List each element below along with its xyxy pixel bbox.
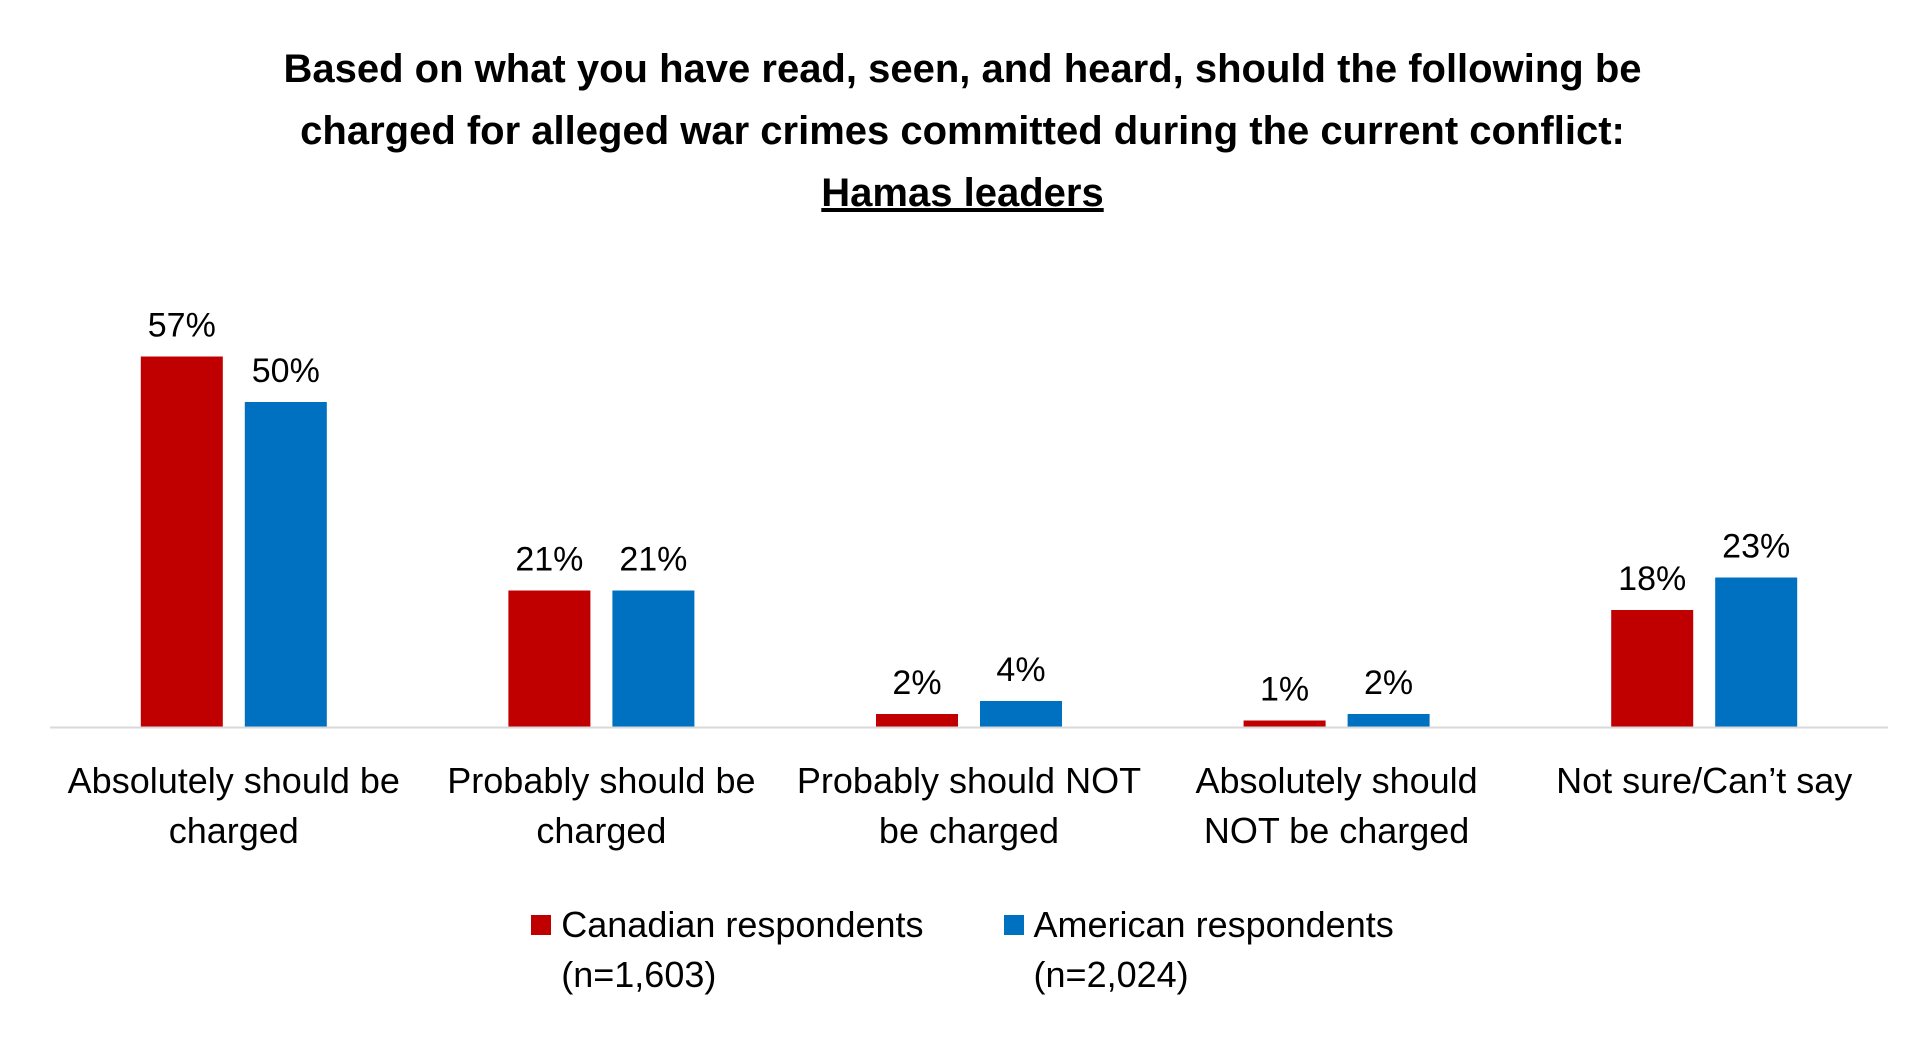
bar-american-1 — [612, 590, 695, 727]
category-label-2-line-0: Probably should NOT — [797, 760, 1141, 801]
category-label-1-line-0: Probably should be — [447, 760, 755, 801]
bar-canadian-0 — [140, 356, 223, 727]
legend-label-canadian: Canadian respondents — [561, 904, 924, 945]
category-label-0-line-0: Absolutely should be — [68, 760, 400, 801]
data-label-canadian-2: 2% — [892, 664, 941, 702]
legend-item-canadian: Canadian respondents (n=1,603) — [531, 900, 924, 1000]
data-label-american-4: 23% — [1722, 528, 1790, 566]
chart-subtitle: Hamas leaders — [821, 171, 1104, 215]
legend-sample-canadian: (n=1,603) — [561, 954, 717, 995]
data-label-american-0: 50% — [252, 352, 320, 390]
chart-title-line-2: charged for alleged war crimes committed… — [300, 109, 1625, 153]
category-label-3-line-1: NOT be charged — [1204, 810, 1469, 851]
category-label-1-line-1: charged — [536, 810, 666, 851]
bar-american-4 — [1715, 577, 1798, 727]
bar-canadian-4 — [1611, 610, 1694, 727]
bar-canadian-1 — [508, 590, 591, 727]
category-label-3-line-0: Absolutely should — [1196, 760, 1478, 801]
chart-legend: Canadian respondents (n=1,603) American … — [0, 900, 1925, 1000]
legend-item-american: American respondents (n=2,024) — [1003, 900, 1394, 1000]
bar-canadian-3 — [1243, 720, 1326, 727]
bar-american-0 — [244, 402, 327, 727]
category-label-0-line-1: charged — [169, 810, 299, 851]
data-label-american-1: 21% — [619, 541, 687, 579]
data-label-american-2: 4% — [996, 651, 1045, 689]
data-label-canadian-3: 1% — [1260, 671, 1309, 709]
data-label-american-3: 2% — [1364, 664, 1413, 702]
chart-title: Based on what you have read, seen, and h… — [0, 38, 1925, 224]
bar-american-3 — [1347, 714, 1430, 727]
legend-label-american: American respondents — [1033, 904, 1394, 945]
category-label-4-line-0: Not sure/Can’t say — [1556, 760, 1852, 801]
data-label-canadian-0: 57% — [148, 307, 216, 345]
data-label-canadian-1: 21% — [515, 541, 583, 579]
chart-title-line-1: Based on what you have read, seen, and h… — [283, 47, 1642, 91]
data-label-canadian-4: 18% — [1618, 560, 1686, 598]
category-label-2-line-1: be charged — [879, 810, 1059, 851]
legend-swatch-canadian — [531, 915, 552, 935]
bar-canadian-2 — [876, 714, 958, 727]
legend-swatch-american — [1003, 915, 1024, 935]
bar-american-2 — [980, 701, 1062, 727]
legend-sample-american: (n=2,024) — [1033, 954, 1189, 995]
